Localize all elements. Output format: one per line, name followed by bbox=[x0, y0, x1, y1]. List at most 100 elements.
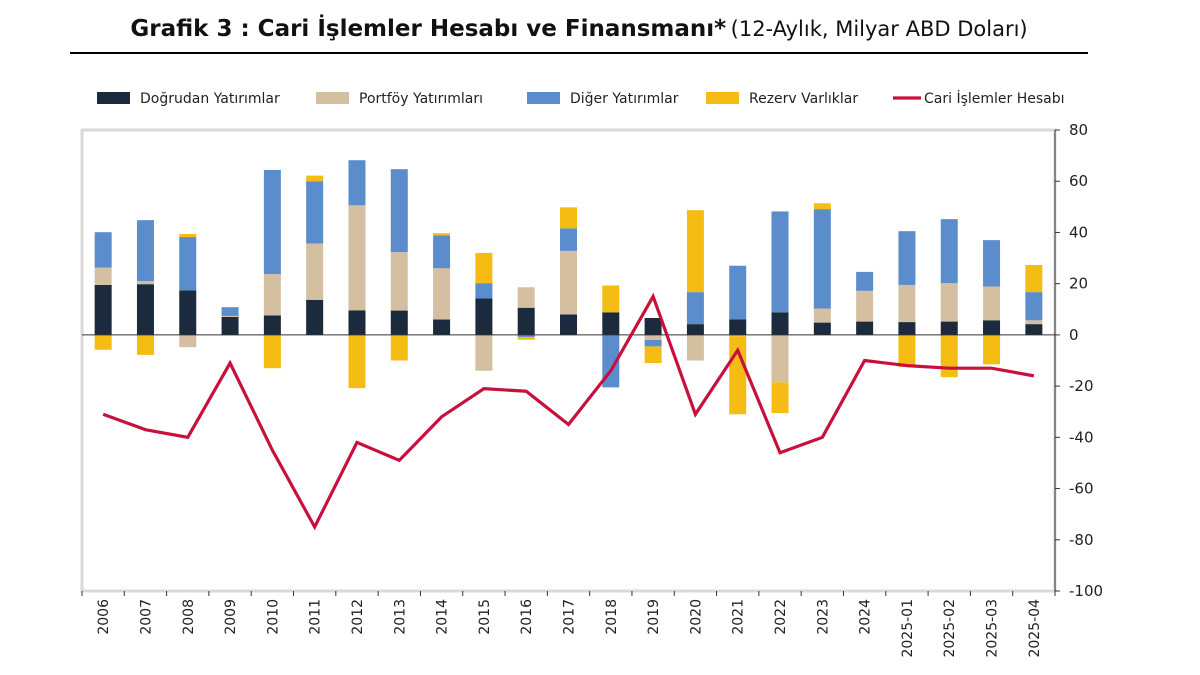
bar-2-2025-04 bbox=[1025, 320, 1043, 325]
bar-1-2010 bbox=[263, 315, 281, 335]
bar-2-2023 bbox=[813, 308, 831, 323]
bar-1-2015 bbox=[475, 298, 493, 335]
bar-2-2025-02 bbox=[940, 283, 958, 322]
x-tick-label: 2010 bbox=[265, 599, 281, 635]
y-ticks: 80 60 40 20 0 -20 -40 -60 -80 -100 bbox=[1055, 121, 1103, 600]
legend-label-3: Diğer Yatırımlar bbox=[570, 91, 679, 107]
bar-3-2025-01 bbox=[898, 231, 916, 285]
line-layer bbox=[102, 292, 1035, 531]
bar-2-2010 bbox=[263, 274, 281, 316]
bar-1-2006 bbox=[94, 284, 112, 335]
bar-1-2012 bbox=[348, 310, 366, 335]
bar-1-2011 bbox=[306, 299, 324, 335]
x-tick-label: 2020 bbox=[688, 599, 704, 635]
bar-2-2016 bbox=[517, 287, 535, 308]
bar-4-2013 bbox=[390, 334, 408, 361]
bar-1-2017 bbox=[560, 314, 577, 335]
bar-2-2019 bbox=[644, 334, 662, 341]
bar-3-2021 bbox=[729, 265, 747, 320]
bar-1-2008 bbox=[179, 290, 197, 335]
bar-3-2017 bbox=[560, 228, 577, 251]
bar-4-2025-04 bbox=[1025, 264, 1043, 293]
x-tick-label: 2022 bbox=[773, 599, 789, 635]
bar-3-2013 bbox=[390, 169, 408, 253]
x-tick-label: 2007 bbox=[138, 599, 154, 635]
bar-1-2020 bbox=[686, 324, 704, 335]
x-tick-label: 2021 bbox=[731, 599, 747, 635]
bar-3-2012 bbox=[348, 160, 366, 206]
bar-4-2010 bbox=[263, 334, 281, 369]
x-tick-label: 2019 bbox=[646, 599, 662, 635]
x-tick-label: 2018 bbox=[604, 599, 620, 635]
legend: Doğrudan Yatırımlar Portföy Yatırımları Di… bbox=[97, 89, 1065, 107]
bar-4-2025-02 bbox=[940, 334, 958, 378]
x-tick-label: 2014 bbox=[435, 599, 451, 635]
chart-title: Grafik 3 : Cari İşlemler Hesabı ve Finan… bbox=[130, 16, 727, 42]
bar-3-2025-03 bbox=[983, 240, 1001, 287]
y-tick-label: 60 bbox=[1069, 172, 1088, 190]
bar-2-2022 bbox=[771, 334, 789, 383]
bar-4-2008 bbox=[179, 233, 197, 238]
bar-4-2025-03 bbox=[983, 334, 1001, 365]
x-tick-label: 2015 bbox=[477, 599, 493, 635]
bar-3-2020 bbox=[686, 292, 704, 325]
legend-label-1: Doğrudan Yatırımlar bbox=[140, 91, 280, 107]
bar-4-2014 bbox=[433, 233, 451, 236]
bar-2-2017 bbox=[560, 250, 577, 315]
bar-2-2006 bbox=[94, 267, 112, 285]
bar-4-2016 bbox=[517, 336, 535, 340]
bar-1-2025-01 bbox=[898, 322, 916, 335]
x-tick-label: 2009 bbox=[223, 599, 239, 635]
bar-1-2025-02 bbox=[940, 321, 958, 335]
x-tick-label: 2012 bbox=[350, 599, 366, 635]
bar-1-2009 bbox=[221, 316, 239, 335]
x-tick-label: 2008 bbox=[181, 599, 197, 635]
bar-4-2015 bbox=[475, 252, 493, 284]
bar-4-2007 bbox=[136, 334, 154, 355]
bar-3-2019 bbox=[644, 340, 662, 347]
bar-3-2025-04 bbox=[1025, 292, 1043, 321]
bar-3-2008 bbox=[179, 237, 197, 291]
bar-4-2006 bbox=[94, 334, 112, 350]
x-tick-label: 2025-01 bbox=[900, 599, 916, 658]
x-tick-label: 2013 bbox=[392, 599, 408, 635]
x-tick-label: 2025-04 bbox=[1027, 599, 1043, 658]
bar-3-2015 bbox=[475, 283, 493, 299]
legend-label-5: Cari İşlemler Hesabı bbox=[924, 89, 1065, 107]
bar-3-2014 bbox=[433, 235, 451, 269]
bar-1-2013 bbox=[390, 310, 408, 335]
x-tick-label: 2024 bbox=[858, 599, 874, 635]
bar-4-2020 bbox=[686, 210, 704, 293]
bar-3-2010 bbox=[263, 169, 281, 275]
x-tick-label: 2017 bbox=[562, 599, 578, 635]
bar-4-2012 bbox=[348, 334, 366, 389]
bar-2-2025-03 bbox=[983, 286, 1001, 321]
title-underline bbox=[70, 52, 1088, 54]
x-tick-label: 2011 bbox=[308, 599, 324, 635]
x-tick-label: 2023 bbox=[815, 599, 831, 635]
bar-1-2018 bbox=[602, 312, 620, 335]
bar-1-2025-04 bbox=[1025, 324, 1043, 335]
x-tick-label: 2025-03 bbox=[985, 599, 1001, 658]
bar-1-2025-03 bbox=[983, 320, 1001, 335]
legend-swatch-4 bbox=[706, 92, 739, 104]
bar-3-2025-02 bbox=[940, 219, 958, 284]
bar-3-2006 bbox=[94, 232, 112, 268]
bar-4-2023 bbox=[813, 203, 831, 210]
bar-2-2012 bbox=[348, 205, 366, 311]
bar-1-2019 bbox=[644, 317, 662, 335]
y-tick-label: 40 bbox=[1069, 223, 1088, 241]
y-tick-label: -20 bbox=[1069, 377, 1094, 395]
bar-2-2008 bbox=[179, 334, 197, 348]
bar-4-2018 bbox=[602, 285, 620, 313]
legend-label-2: Portföy Yatırımları bbox=[359, 91, 483, 107]
bar-3-2007 bbox=[136, 220, 154, 282]
y-tick-label: 0 bbox=[1069, 326, 1079, 344]
x-tick-label: 2025-02 bbox=[942, 599, 958, 658]
y-tick-label: -60 bbox=[1069, 480, 1094, 498]
bar-4-2011 bbox=[306, 175, 324, 182]
y-tick-label: 80 bbox=[1069, 121, 1088, 139]
bar-3-2011 bbox=[306, 181, 324, 244]
y-tick-label: -40 bbox=[1069, 428, 1094, 446]
bar-4-2019 bbox=[644, 346, 662, 364]
